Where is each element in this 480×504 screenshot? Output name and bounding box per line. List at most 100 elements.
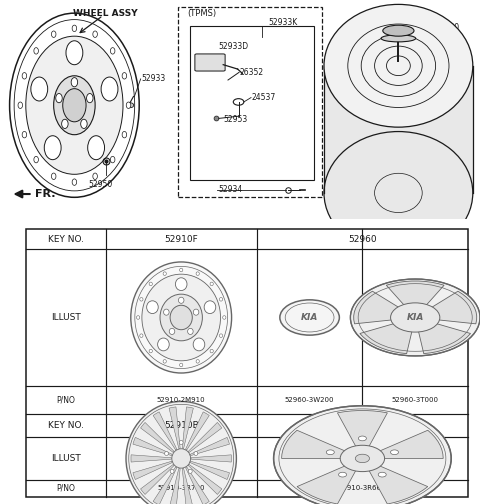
Text: P/NO: P/NO bbox=[57, 484, 75, 493]
Ellipse shape bbox=[93, 31, 97, 37]
Ellipse shape bbox=[88, 136, 105, 160]
Text: KEY NO.: KEY NO. bbox=[48, 235, 84, 243]
Ellipse shape bbox=[338, 472, 347, 477]
Ellipse shape bbox=[164, 309, 169, 315]
Ellipse shape bbox=[188, 328, 193, 335]
Ellipse shape bbox=[149, 282, 152, 286]
Text: 52960: 52960 bbox=[348, 235, 377, 243]
Ellipse shape bbox=[188, 469, 192, 473]
Polygon shape bbox=[378, 430, 443, 459]
Ellipse shape bbox=[18, 102, 23, 108]
Ellipse shape bbox=[126, 102, 131, 108]
Ellipse shape bbox=[223, 316, 226, 319]
Ellipse shape bbox=[391, 450, 398, 455]
Ellipse shape bbox=[170, 469, 174, 473]
Ellipse shape bbox=[140, 334, 143, 337]
Text: 52910-2M910: 52910-2M910 bbox=[157, 397, 205, 403]
Polygon shape bbox=[324, 66, 473, 193]
Polygon shape bbox=[153, 467, 177, 504]
Polygon shape bbox=[186, 412, 209, 450]
Polygon shape bbox=[360, 321, 414, 354]
Polygon shape bbox=[169, 468, 180, 504]
Polygon shape bbox=[282, 430, 347, 459]
Text: 52910-3R760: 52910-3R760 bbox=[157, 485, 205, 491]
Ellipse shape bbox=[170, 305, 192, 330]
Ellipse shape bbox=[280, 300, 339, 335]
Ellipse shape bbox=[210, 282, 213, 286]
Ellipse shape bbox=[63, 89, 86, 122]
Text: (TPMS): (TPMS) bbox=[187, 9, 216, 18]
Ellipse shape bbox=[110, 48, 115, 54]
Text: 26352: 26352 bbox=[240, 68, 264, 77]
Ellipse shape bbox=[22, 132, 27, 138]
Ellipse shape bbox=[131, 262, 231, 373]
Ellipse shape bbox=[163, 359, 167, 363]
Polygon shape bbox=[188, 465, 222, 494]
Ellipse shape bbox=[383, 25, 414, 36]
Text: 62852: 62852 bbox=[436, 46, 460, 55]
Ellipse shape bbox=[324, 132, 473, 255]
Ellipse shape bbox=[86, 94, 93, 103]
Ellipse shape bbox=[56, 94, 62, 103]
Ellipse shape bbox=[51, 173, 56, 179]
Text: 52960-3W200: 52960-3W200 bbox=[285, 397, 335, 403]
Ellipse shape bbox=[61, 119, 68, 129]
Ellipse shape bbox=[340, 445, 384, 472]
Ellipse shape bbox=[44, 136, 61, 160]
Ellipse shape bbox=[54, 76, 95, 135]
Polygon shape bbox=[297, 465, 356, 504]
Ellipse shape bbox=[101, 77, 118, 101]
Ellipse shape bbox=[391, 303, 440, 332]
Text: 52910B: 52910B bbox=[164, 421, 199, 430]
Polygon shape bbox=[188, 422, 222, 453]
Text: 52933K: 52933K bbox=[269, 18, 298, 27]
Polygon shape bbox=[153, 412, 177, 450]
Polygon shape bbox=[190, 437, 229, 456]
Ellipse shape bbox=[165, 452, 168, 456]
Ellipse shape bbox=[180, 363, 183, 367]
Ellipse shape bbox=[196, 272, 199, 275]
Ellipse shape bbox=[72, 25, 77, 32]
Text: KEY NO.: KEY NO. bbox=[48, 421, 84, 430]
Text: 52910F: 52910F bbox=[164, 235, 198, 243]
Ellipse shape bbox=[210, 349, 213, 353]
Ellipse shape bbox=[126, 402, 236, 504]
Ellipse shape bbox=[22, 73, 27, 79]
Text: 24537: 24537 bbox=[252, 93, 276, 102]
Polygon shape bbox=[337, 411, 387, 448]
Text: 52934: 52934 bbox=[218, 185, 243, 194]
Ellipse shape bbox=[142, 274, 220, 361]
Ellipse shape bbox=[149, 349, 152, 353]
Polygon shape bbox=[182, 468, 193, 504]
Ellipse shape bbox=[204, 301, 216, 313]
Ellipse shape bbox=[81, 119, 87, 129]
Ellipse shape bbox=[66, 41, 83, 65]
Ellipse shape bbox=[378, 472, 386, 477]
Ellipse shape bbox=[122, 132, 127, 138]
Ellipse shape bbox=[122, 73, 127, 79]
Ellipse shape bbox=[31, 77, 48, 101]
Ellipse shape bbox=[163, 272, 167, 275]
Ellipse shape bbox=[193, 309, 199, 315]
Polygon shape bbox=[386, 281, 444, 311]
Polygon shape bbox=[133, 461, 172, 479]
Ellipse shape bbox=[381, 35, 416, 42]
Ellipse shape bbox=[172, 449, 191, 468]
Ellipse shape bbox=[51, 31, 56, 37]
FancyBboxPatch shape bbox=[195, 54, 225, 71]
Ellipse shape bbox=[72, 179, 77, 185]
Text: 52910-3R660: 52910-3R660 bbox=[339, 485, 386, 491]
Ellipse shape bbox=[34, 48, 38, 54]
Ellipse shape bbox=[274, 406, 451, 504]
Ellipse shape bbox=[180, 268, 183, 272]
Polygon shape bbox=[182, 407, 193, 449]
Ellipse shape bbox=[140, 297, 143, 301]
Ellipse shape bbox=[136, 316, 140, 319]
Text: ILLUST: ILLUST bbox=[51, 313, 81, 322]
Text: KIA: KIA bbox=[301, 313, 318, 322]
Ellipse shape bbox=[93, 173, 97, 179]
Ellipse shape bbox=[219, 297, 223, 301]
Ellipse shape bbox=[71, 78, 78, 87]
Text: 62850: 62850 bbox=[436, 23, 460, 32]
Ellipse shape bbox=[324, 5, 473, 127]
